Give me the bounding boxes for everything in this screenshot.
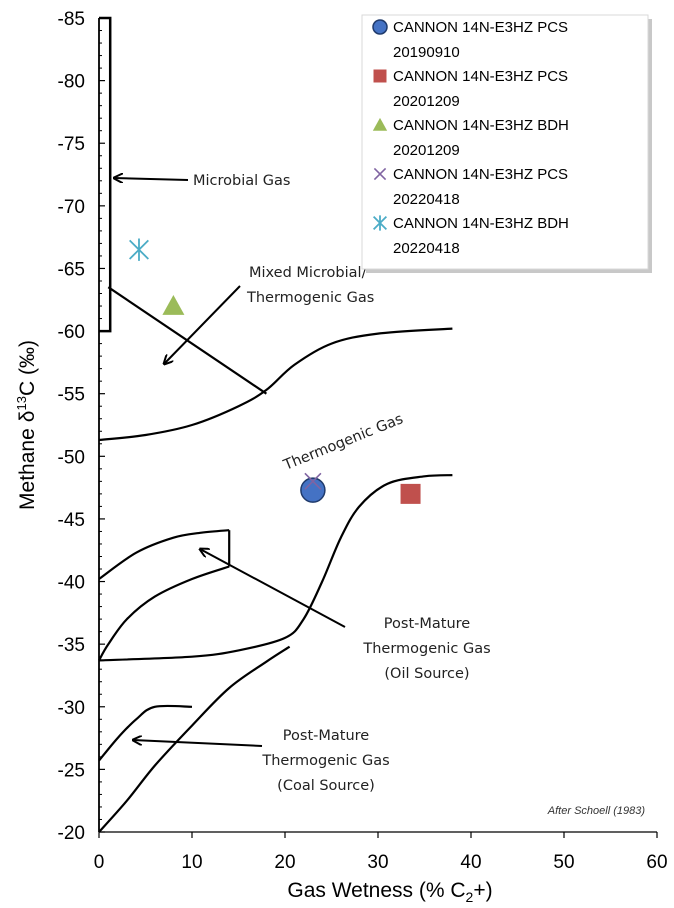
y-tick-label: -70 xyxy=(58,197,85,218)
data-point-triangle xyxy=(162,295,185,315)
annotation-arrows xyxy=(114,178,346,747)
y-tick-label: -35 xyxy=(58,635,85,656)
legend-label-line1: CANNON 14N-E3HZ PCS xyxy=(393,68,568,85)
x-tick-label: 0 xyxy=(94,852,105,873)
legend-label-line2: 20220418 xyxy=(393,240,460,257)
source-credit: After Schoell (1983) xyxy=(547,805,646,817)
legend-label-line2: 20220418 xyxy=(393,191,460,208)
y-axis-label-sup: 13 xyxy=(14,396,29,410)
thermogenic-lower-boundary xyxy=(98,474,453,662)
y-tick-label: -45 xyxy=(58,510,85,531)
label-mixed-line2: Thermogenic Gas xyxy=(246,290,374,306)
y-tick-label: -80 xyxy=(58,72,85,93)
legend-box xyxy=(361,14,649,270)
x-ticks: 0 10 20 30 40 50 60 xyxy=(94,832,668,873)
data-point-x xyxy=(304,472,322,490)
arrow-microbial xyxy=(114,178,189,180)
label-mixed-line1: Mixed Microbial/ xyxy=(249,265,367,281)
data-points xyxy=(129,238,421,504)
legend-marker-star xyxy=(372,215,388,231)
y-tick-label: -50 xyxy=(58,447,85,468)
legend-marker-square xyxy=(373,69,387,83)
y-tick-label: -75 xyxy=(58,134,85,155)
label-pm-coal-line2: Thermogenic Gas xyxy=(261,753,389,769)
y-tick-label: -20 xyxy=(58,823,85,844)
microbial-gas-zone xyxy=(99,16,112,333)
x-axis-label-main: Gas Wetness (% C xyxy=(287,879,465,902)
arrow-mixed xyxy=(164,285,241,364)
data-point-star xyxy=(129,238,149,261)
y-tick-label: -60 xyxy=(58,322,85,343)
label-thermogenic-gas: Thermogenic Gas xyxy=(281,411,406,474)
x-axis-label: Gas Wetness (% C2+) xyxy=(287,879,492,905)
y-tick-label: -30 xyxy=(58,698,85,719)
oil-source-inner-boundary xyxy=(98,565,230,661)
y-tick-label: -85 xyxy=(58,9,85,30)
arrow-oil xyxy=(200,549,346,628)
data-point-square xyxy=(400,483,421,504)
coal-source-upper-boundary xyxy=(98,704,193,762)
legend-marker-x xyxy=(373,167,387,181)
x-tick-label: 10 xyxy=(181,852,202,873)
legend-label-line1: CANNON 14N-E3HZ BDH xyxy=(393,215,569,232)
legend-label-line1: CANNON 14N-E3HZ PCS xyxy=(393,19,568,36)
legend-label-line2: 20201209 xyxy=(393,93,460,110)
label-pm-oil-line2: Thermogenic Gas xyxy=(362,641,490,657)
x-axis-label-tail: +) xyxy=(473,879,492,902)
label-pm-oil-line3: (Oil Source) xyxy=(384,666,469,682)
legend-label-line2: 20190910 xyxy=(393,44,460,61)
zone-boundaries xyxy=(98,16,453,833)
legend: CANNON 14N-E3HZ PCS 20190910 CANNON 14N-E3… xyxy=(361,14,652,273)
legend-label-line1: CANNON 14N-E3HZ PCS xyxy=(393,166,568,183)
y-tick-label: -55 xyxy=(58,385,85,406)
legend-label-line2: 20201209 xyxy=(393,142,460,159)
legend-marker-triangle xyxy=(372,117,388,131)
x-tick-label: 50 xyxy=(553,852,574,873)
x-axis-label-sub: 2 xyxy=(466,889,474,905)
label-pm-oil-line1: Post-Mature xyxy=(384,616,470,632)
y-ticks: -20 -25 -30 -35 -40 -45 -50 -55 -60 -65 -70 -75 -80 -… xyxy=(58,9,105,844)
y-axis-label-main: Methane xyxy=(16,428,39,510)
y-tick-label: -25 xyxy=(58,760,85,781)
y-tick-label: -40 xyxy=(58,573,85,594)
y-axis-label-delta: δ xyxy=(16,411,39,423)
legend-items: CANNON 14N-E3HZ PCS 20190910 CANNON 14N-E3… xyxy=(372,19,569,257)
data-point-circle xyxy=(300,477,326,503)
legend-label-line1: CANNON 14N-E3HZ BDH xyxy=(393,117,569,134)
x-tick-label: 40 xyxy=(460,852,481,873)
x-tick-label: 30 xyxy=(367,852,388,873)
y-tick-label: -65 xyxy=(58,259,85,280)
y-axis-label-tail: C (‰) xyxy=(16,340,39,396)
label-pm-coal-line1: Post-Mature xyxy=(283,728,369,744)
oil-source-upper-boundary xyxy=(98,529,230,580)
x-tick-label: 20 xyxy=(274,852,295,873)
label-pm-coal-line3: (Coal Source) xyxy=(277,778,375,794)
label-microbial-gas: Microbial Gas xyxy=(193,173,290,189)
x-tick-label: 60 xyxy=(646,852,667,873)
coal-source-lower-boundary xyxy=(98,645,291,833)
thermogenic-upper-boundary xyxy=(98,327,453,442)
legend-marker-circle xyxy=(372,19,388,35)
y-axis-label: Methane δ13C (‰) xyxy=(14,340,39,510)
arrow-coal xyxy=(133,740,263,747)
